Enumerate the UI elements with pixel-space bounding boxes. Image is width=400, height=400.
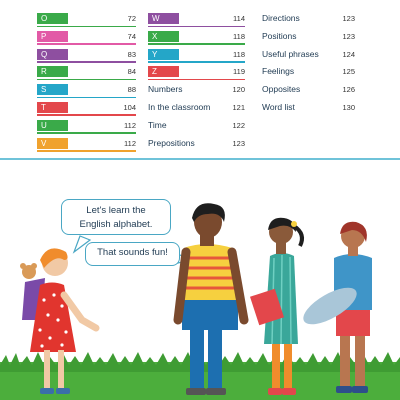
- girl-blue-shirt: [303, 221, 372, 393]
- topic-label: Time: [148, 119, 167, 130]
- page-number: 122: [232, 120, 245, 130]
- contents-column-1: O 72 P 74 Q 83 R 84 S 88 T 104 U 112 V 1…: [37, 10, 136, 152]
- letter-tab: T: [37, 101, 68, 113]
- row-underline: [37, 78, 136, 81]
- letter-tab: Q: [37, 48, 68, 60]
- row-underline: [148, 43, 245, 45]
- contents-row-topic[interactable]: Time 122: [148, 117, 245, 135]
- page-number: 118: [233, 31, 245, 41]
- contents-row-letter[interactable]: Q 83: [37, 46, 136, 64]
- page-number: 74: [127, 31, 136, 41]
- page-number: 104: [123, 102, 136, 112]
- contents-row-letter[interactable]: V 112: [37, 135, 136, 153]
- page-number: 118: [233, 49, 245, 59]
- bubble-1-line-2: English alphabet.: [79, 219, 153, 230]
- letter-tab: S: [37, 84, 68, 96]
- page-number: 112: [124, 138, 136, 148]
- contents-row-topic[interactable]: Positions 123: [262, 28, 355, 46]
- topic-label: In the classroom: [148, 101, 211, 112]
- letter-tab: O: [37, 13, 68, 24]
- page-number: 130: [342, 102, 355, 112]
- page-number: 120: [232, 85, 245, 95]
- row-underline: [148, 61, 245, 63]
- row-underline: [37, 150, 136, 152]
- page-number: 123: [342, 31, 355, 41]
- topic-label: Directions: [262, 13, 300, 23]
- row-underline: [37, 61, 136, 63]
- contents-row-letter[interactable]: R 84: [37, 63, 136, 81]
- page-number: 123: [232, 138, 245, 148]
- topic-label: Prepositions: [148, 137, 195, 148]
- contents-column-2: W 114 X 118 Y 118 Z 119 Numbers 120 In t…: [148, 10, 245, 152]
- contents-row-letter[interactable]: Y 118: [148, 46, 245, 64]
- row-underline: [37, 43, 136, 45]
- contents-row-topic[interactable]: Word list 130: [262, 99, 355, 117]
- page-number: 88: [127, 85, 136, 95]
- row-underline: [37, 114, 136, 116]
- contents-row-topic[interactable]: Useful phrases 124: [262, 46, 355, 64]
- row-underline: [37, 132, 136, 134]
- row-underline: [37, 96, 136, 99]
- page-number: 114: [233, 14, 245, 23]
- contents-row-letter[interactable]: X 118: [148, 28, 245, 46]
- topic-label: Numbers: [148, 84, 183, 95]
- children-illustration: [0, 203, 400, 400]
- contents-row-topic[interactable]: Opposites 126: [262, 81, 355, 99]
- letter-tab: R: [37, 66, 68, 78]
- letter-tab: U: [37, 119, 68, 131]
- contents-row-topic[interactable]: Feelings 125: [262, 63, 355, 81]
- contents-row-topic[interactable]: Prepositions 123: [148, 135, 245, 153]
- letter-tab: W: [148, 13, 179, 24]
- contents-row-letter[interactable]: U 112: [37, 117, 136, 135]
- page-number: 72: [127, 14, 136, 23]
- speech-bubble-1: Let's learn the English alphabet.: [61, 199, 171, 235]
- boy-striped-shirt: [173, 203, 249, 395]
- bubble-1-line-1: Let's learn the: [86, 205, 146, 216]
- contents-row-letter[interactable]: S 88: [37, 81, 136, 99]
- page-number: 84: [127, 67, 136, 77]
- row-underline: [37, 25, 136, 27]
- section-divider: [0, 158, 400, 160]
- contents-column-3: Directions 123 Positions 123 Useful phra…: [262, 10, 355, 117]
- topic-label: Word list: [262, 101, 295, 112]
- girl-teal-dress: [250, 217, 304, 395]
- page-number: 123: [342, 14, 355, 23]
- page-number: 112: [124, 120, 136, 130]
- letter-tab: Y: [148, 48, 179, 60]
- row-underline: [148, 78, 245, 81]
- contents-row-topic[interactable]: Numbers 120: [148, 81, 245, 99]
- page-number: 125: [342, 67, 355, 77]
- page-number: 126: [342, 85, 355, 95]
- letter-tab: Z: [148, 66, 179, 78]
- bubble-tail-1: [72, 235, 92, 254]
- row-underline: [148, 25, 245, 27]
- contents-row-letter[interactable]: Z 119: [148, 63, 245, 81]
- contents-row-letter[interactable]: W 114: [148, 10, 245, 28]
- contents-row-topic[interactable]: In the classroom 121: [148, 99, 245, 117]
- contents-row-letter[interactable]: O 72: [37, 10, 136, 28]
- contents-row-topic[interactable]: Directions 123: [262, 10, 355, 28]
- letter-tab: P: [37, 30, 68, 42]
- page-number: 121: [232, 102, 245, 112]
- letter-tab: V: [37, 137, 68, 149]
- speech-bubble-2: That sounds fun!: [85, 242, 180, 266]
- page-number: 119: [233, 67, 245, 77]
- girl-red-dress: [20, 248, 100, 394]
- topic-label: Positions: [262, 30, 297, 41]
- page-number: 124: [342, 49, 355, 59]
- letter-tab: X: [148, 30, 179, 42]
- topic-label: Feelings: [262, 66, 295, 77]
- topic-label: Opposites: [262, 84, 301, 95]
- topic-label: Useful phrases: [262, 48, 319, 59]
- contents-row-letter[interactable]: P 74: [37, 28, 136, 46]
- contents-row-letter[interactable]: T 104: [37, 99, 136, 117]
- page-number: 83: [127, 49, 136, 59]
